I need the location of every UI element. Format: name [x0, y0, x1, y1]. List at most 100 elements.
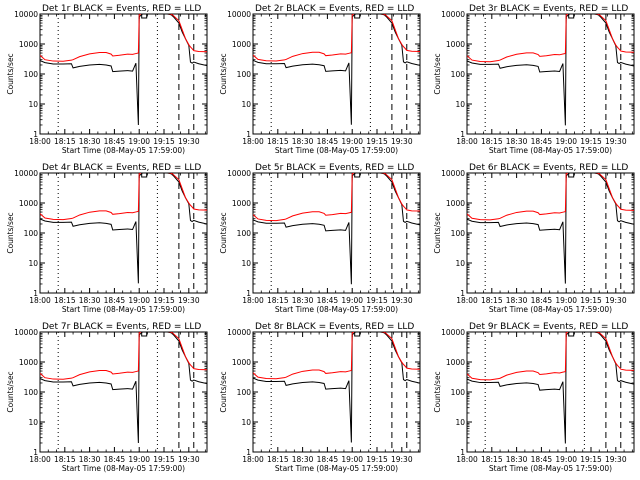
series-line-events: [253, 14, 420, 125]
x-tick-label: 18:45: [531, 137, 553, 146]
series-line-lld: [253, 173, 420, 222]
panel-6: Det 6r BLACK = Events, RED = LLD 1 10 100 10…: [433, 163, 635, 314]
x-axis-label: Start Time (08-May-05 17:59:00): [489, 146, 612, 155]
x-tick-label: 18:45: [317, 137, 339, 146]
x-axis-label: Start Time (08-May-05 17:59:00): [62, 146, 185, 155]
x-tick-label: 19:00: [555, 455, 577, 464]
y-tick-label: 10: [455, 418, 465, 427]
y-tick-label: 1000: [19, 358, 38, 367]
x-tick-label: 19:30: [178, 296, 200, 305]
x-tick-label: 19:15: [580, 296, 602, 305]
y-tick-label: 100: [451, 388, 466, 397]
y-tick-label: 100: [24, 70, 39, 79]
x-tick-label: 18:15: [267, 296, 289, 305]
y-tick-label: 1: [33, 130, 38, 139]
x-tick-label: 18:15: [481, 296, 503, 305]
x-tick-label: 18:15: [54, 296, 76, 305]
y-tick-label: 10000: [227, 10, 251, 19]
series-line-events: [467, 332, 634, 444]
y-tick-label: 1000: [446, 358, 465, 367]
panel-9: Det 9r BLACK = Events, RED = LLD 1 10 100 10…: [433, 322, 635, 473]
y-tick-label: 10000: [227, 169, 251, 178]
x-tick-label: 18:15: [481, 137, 503, 146]
x-tick-label: 18:00: [242, 455, 264, 464]
panel-title: Det 3r BLACK = Events, RED = LLD: [469, 4, 628, 14]
y-axis-label: Counts/sec: [433, 371, 442, 412]
saturation-marker: [568, 13, 575, 19]
series-line-events: [467, 14, 634, 126]
y-tick-label: 10: [455, 259, 465, 268]
y-tick-label: 10: [241, 100, 251, 109]
x-tick-label: 18:15: [481, 455, 503, 464]
x-tick-label: 18:15: [54, 137, 76, 146]
saturation-marker: [568, 331, 575, 337]
x-tick-label: 19:15: [580, 137, 602, 146]
y-tick-label: 1: [460, 130, 465, 139]
x-tick-label: 19:00: [341, 296, 363, 305]
panel-title: Det 2r BLACK = Events, RED = LLD: [255, 4, 414, 14]
y-tick-label: 1000: [232, 40, 251, 49]
panel-5: Det 5r BLACK = Events, RED = LLD 1 10 100 10…: [219, 163, 421, 314]
y-tick-label: 1: [246, 448, 251, 457]
saturation-marker: [141, 172, 148, 178]
x-tick-label: 18:45: [317, 296, 339, 305]
x-tick-label: 19:30: [605, 296, 627, 305]
x-tick-label: 18:45: [104, 137, 126, 146]
x-tick-label: 18:30: [79, 455, 101, 464]
y-tick-label: 100: [237, 229, 252, 238]
x-tick-label: 19:15: [153, 296, 175, 305]
x-axis-label: Start Time (08-May-05 17:59:00): [489, 305, 612, 314]
series-line-lld: [253, 332, 420, 380]
y-tick-label: 10000: [227, 328, 251, 337]
panel-7: Det 7r BLACK = Events, RED = LLD 1 10 100 10…: [6, 322, 208, 473]
x-tick-label: 18:15: [54, 455, 76, 464]
x-axis-label: Start Time (08-May-05 17:59:00): [275, 464, 398, 473]
x-tick-label: 19:15: [366, 137, 388, 146]
x-tick-label: 19:30: [178, 455, 200, 464]
x-tick-label: 19:30: [391, 137, 413, 146]
x-axis-label: Start Time (08-May-05 17:59:00): [275, 305, 398, 314]
y-tick-label: 100: [237, 70, 252, 79]
panel-title: Det 7r BLACK = Events, RED = LLD: [42, 322, 201, 332]
y-tick-label: 1: [33, 448, 38, 457]
x-tick-label: 18:45: [317, 455, 339, 464]
y-tick-label: 1000: [446, 40, 465, 49]
y-tick-label: 10000: [14, 10, 38, 19]
y-tick-label: 10000: [14, 328, 38, 337]
panel-title: Det 1r BLACK = Events, RED = LLD: [42, 4, 201, 14]
y-tick-label: 1000: [446, 199, 465, 208]
x-tick-label: 19:15: [366, 455, 388, 464]
x-tick-label: 18:00: [242, 296, 264, 305]
y-tick-label: 10000: [441, 169, 465, 178]
x-tick-label: 19:15: [580, 455, 602, 464]
x-axis-label: Start Time (08-May-05 17:59:00): [62, 305, 185, 314]
x-tick-label: 19:00: [341, 455, 363, 464]
x-tick-label: 18:15: [267, 137, 289, 146]
x-tick-label: 19:30: [391, 455, 413, 464]
series-line-events: [40, 173, 207, 284]
y-tick-label: 10: [241, 418, 251, 427]
y-tick-label: 10: [28, 100, 38, 109]
series-line-events: [253, 332, 420, 443]
x-tick-label: 19:30: [605, 137, 627, 146]
panel-2: Det 2r BLACK = Events, RED = LLD 1 10 100 10…: [219, 4, 421, 155]
x-tick-label: 18:30: [79, 296, 101, 305]
x-tick-label: 18:30: [292, 137, 314, 146]
x-tick-label: 19:00: [128, 137, 150, 146]
y-tick-label: 1000: [232, 358, 251, 367]
y-axis-label: Counts/sec: [433, 53, 442, 94]
y-tick-label: 1: [246, 130, 251, 139]
y-tick-label: 10: [28, 259, 38, 268]
y-axis-label: Counts/sec: [6, 371, 15, 412]
panel-1: Det 1r BLACK = Events, RED = LLD 1 10 100 10…: [6, 4, 208, 155]
y-tick-label: 100: [24, 388, 39, 397]
saturation-marker: [354, 13, 361, 19]
x-tick-label: 19:15: [153, 137, 175, 146]
x-tick-label: 18:00: [456, 137, 478, 146]
panel-3: Det 3r BLACK = Events, RED = LLD 1 10 100 10…: [433, 4, 635, 155]
x-tick-label: 18:00: [456, 455, 478, 464]
x-tick-label: 18:30: [292, 455, 314, 464]
y-tick-label: 10: [455, 100, 465, 109]
saturation-marker: [141, 13, 148, 19]
x-axis-label: Start Time (08-May-05 17:59:00): [62, 464, 185, 473]
